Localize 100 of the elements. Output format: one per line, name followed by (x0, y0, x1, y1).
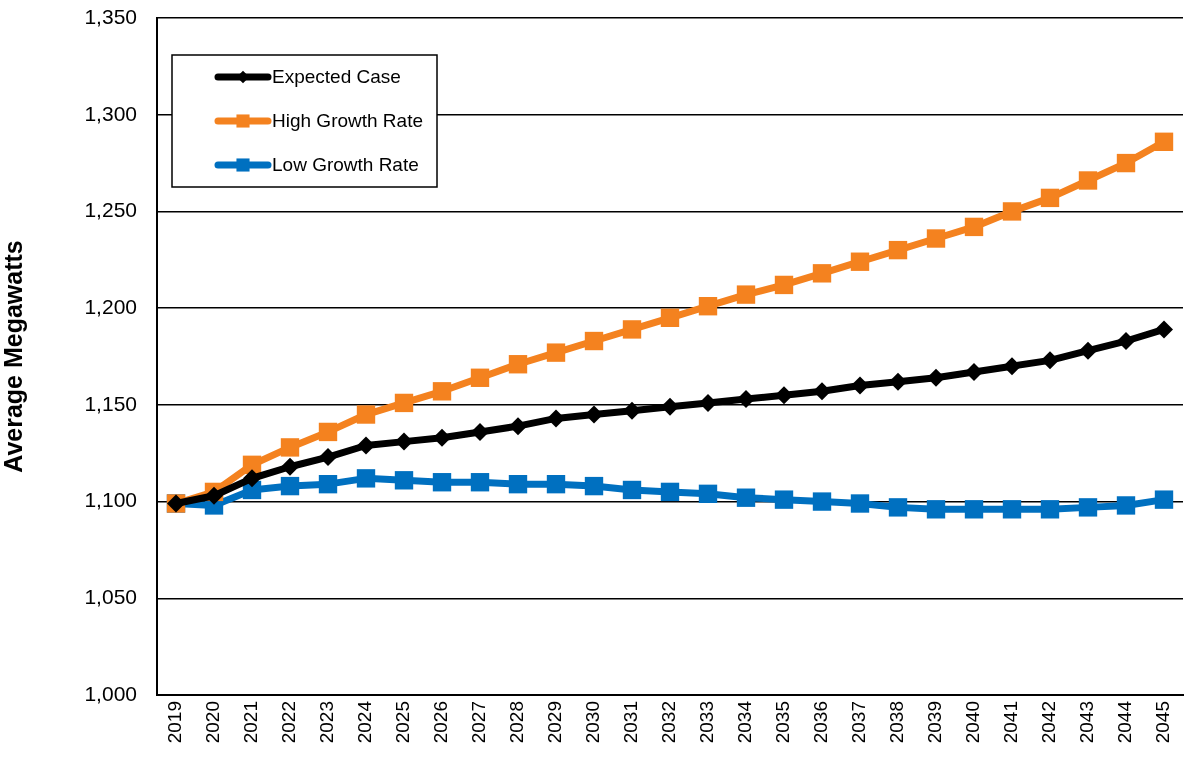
point (850, 252, 870, 271)
x-tick-label: 2026 (430, 701, 452, 744)
point (584, 476, 604, 496)
point (888, 498, 908, 517)
point (698, 297, 718, 316)
point (622, 320, 642, 339)
x-tick-label: 2023 (316, 701, 338, 744)
point (1040, 188, 1060, 208)
point (1154, 132, 1174, 151)
x-tick-label: 2042 (1038, 701, 1060, 744)
x-tick-label: 2034 (734, 700, 756, 744)
point (964, 500, 984, 519)
point (850, 494, 870, 513)
point (509, 417, 527, 436)
point (357, 436, 375, 455)
x-tick-label: 2045 (1152, 701, 1174, 744)
point (356, 469, 376, 488)
point (318, 422, 338, 442)
point (812, 492, 832, 511)
point (1116, 496, 1136, 515)
y-tick-label: 1,100 (84, 488, 137, 512)
point (243, 469, 261, 488)
x-tick-label: 2020 (202, 701, 224, 744)
x-tick-label: 2044 (1114, 700, 1136, 744)
point (1079, 341, 1097, 360)
y-tick-label: 1,350 (84, 4, 137, 28)
point (1117, 332, 1135, 351)
point (661, 397, 679, 416)
x-tick-label: 2033 (696, 701, 718, 744)
y-tick-label: 1,300 (84, 101, 137, 125)
point (698, 484, 718, 504)
legend-label: Low Growth Rate (272, 154, 419, 176)
point (660, 308, 680, 328)
point (1078, 498, 1098, 517)
point (812, 264, 832, 283)
x-tick-label: 2036 (810, 701, 832, 744)
point (433, 428, 451, 447)
y-tick-label: 1,150 (84, 391, 137, 415)
y-tick-label: 1,250 (84, 198, 137, 222)
point (508, 474, 528, 494)
x-tick-label: 2024 (354, 700, 376, 744)
point (888, 240, 908, 260)
point (471, 422, 489, 441)
point (546, 343, 566, 362)
point (585, 405, 603, 424)
x-tick-label: 2031 (620, 701, 642, 744)
point (851, 376, 869, 395)
legend-label: High Growth Rate (272, 110, 424, 132)
x-tick-label: 2022 (278, 701, 300, 744)
point (1116, 153, 1136, 173)
x-tick-label: 2035 (772, 701, 794, 744)
y-tick-label: 1,200 (84, 294, 137, 318)
point (281, 457, 299, 476)
point (319, 448, 337, 467)
point (736, 285, 756, 304)
y-axis-title: Average Megawatts (0, 240, 27, 473)
point (926, 229, 946, 248)
point (356, 405, 376, 424)
point (1003, 357, 1021, 376)
x-tick-label: 2040 (962, 701, 984, 744)
x-tick-label: 2043 (1076, 701, 1098, 744)
point (508, 355, 528, 374)
point (623, 401, 641, 420)
point (318, 474, 338, 494)
point (546, 474, 566, 494)
point (547, 409, 565, 428)
point (584, 331, 604, 351)
point (1040, 500, 1060, 519)
point (774, 490, 794, 509)
point (889, 372, 907, 391)
x-tick-label: 2029 (544, 701, 566, 744)
y-tick-label: 1,000 (84, 681, 137, 705)
point (927, 368, 945, 387)
point (736, 488, 756, 507)
legend-label: Expected Case (272, 66, 401, 88)
x-tick-label: 2030 (582, 701, 604, 744)
point (432, 473, 452, 492)
point (660, 482, 680, 502)
point (737, 390, 755, 409)
x-tick-label: 2019 (164, 701, 186, 744)
point (775, 386, 793, 405)
point (1041, 351, 1059, 370)
x-tick-label: 2038 (886, 701, 908, 744)
point (699, 393, 717, 412)
x-tick-label: 2028 (506, 701, 528, 744)
point (1155, 320, 1173, 339)
point (1078, 171, 1098, 190)
point (622, 480, 642, 500)
point (926, 500, 946, 519)
x-tick-label: 2037 (848, 701, 870, 744)
point (394, 471, 414, 490)
point (432, 382, 452, 401)
x-tick-label: 2039 (924, 701, 946, 744)
point (1002, 500, 1022, 519)
point (813, 382, 831, 401)
point (395, 432, 413, 451)
point (1002, 202, 1022, 221)
point (1154, 490, 1174, 509)
x-tick-label: 2032 (658, 701, 680, 744)
point (965, 362, 983, 381)
